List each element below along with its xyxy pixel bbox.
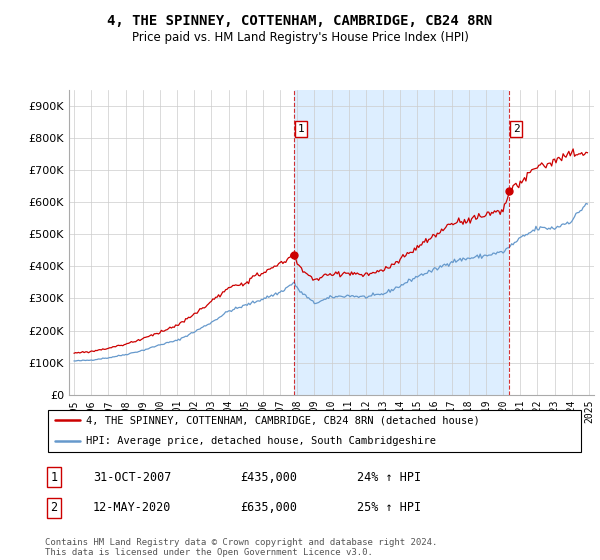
Text: 24% ↑ HPI: 24% ↑ HPI	[357, 470, 421, 484]
Text: £435,000: £435,000	[240, 470, 297, 484]
Text: HPI: Average price, detached house, South Cambridgeshire: HPI: Average price, detached house, Sout…	[86, 436, 436, 446]
Text: Price paid vs. HM Land Registry's House Price Index (HPI): Price paid vs. HM Land Registry's House …	[131, 31, 469, 44]
Text: 12-MAY-2020: 12-MAY-2020	[93, 501, 172, 515]
Bar	[295, 90, 509, 395]
Text: £635,000: £635,000	[240, 501, 297, 515]
Text: Contains HM Land Registry data © Crown copyright and database right 2024.
This d: Contains HM Land Registry data © Crown c…	[45, 538, 437, 557]
Text: 31-OCT-2007: 31-OCT-2007	[93, 470, 172, 484]
Text: 25% ↑ HPI: 25% ↑ HPI	[357, 501, 421, 515]
Text: 1: 1	[50, 470, 58, 484]
Text: 2: 2	[50, 501, 58, 515]
Text: 1: 1	[298, 124, 305, 134]
Text: 2: 2	[513, 124, 520, 134]
Text: 4, THE SPINNEY, COTTENHAM, CAMBRIDGE, CB24 8RN: 4, THE SPINNEY, COTTENHAM, CAMBRIDGE, CB…	[107, 14, 493, 28]
Text: 4, THE SPINNEY, COTTENHAM, CAMBRIDGE, CB24 8RN (detached house): 4, THE SPINNEY, COTTENHAM, CAMBRIDGE, CB…	[86, 415, 479, 425]
FancyBboxPatch shape	[48, 409, 581, 452]
